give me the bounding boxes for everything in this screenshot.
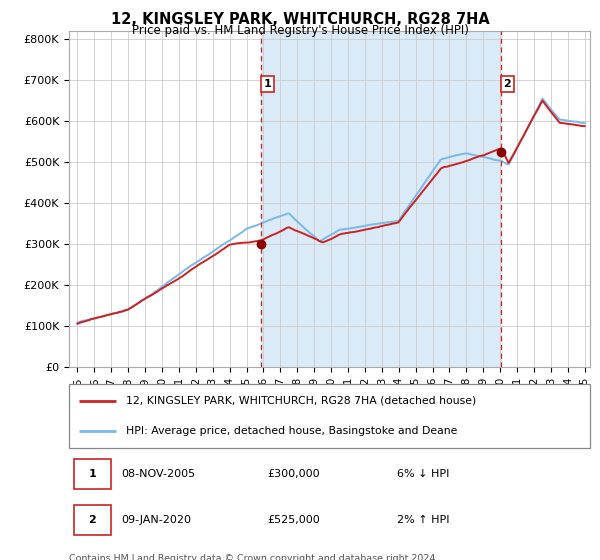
Text: HPI: Average price, detached house, Basingstoke and Deane: HPI: Average price, detached house, Basi… bbox=[126, 426, 458, 436]
Text: Contains HM Land Registry data © Crown copyright and database right 2024.
This d: Contains HM Land Registry data © Crown c… bbox=[69, 554, 439, 560]
Text: 1: 1 bbox=[89, 469, 97, 479]
Bar bbox=[261, 31, 501, 367]
Text: 1: 1 bbox=[263, 79, 271, 89]
FancyBboxPatch shape bbox=[74, 459, 110, 489]
Text: 2: 2 bbox=[503, 79, 511, 89]
Text: Price paid vs. HM Land Registry's House Price Index (HPI): Price paid vs. HM Land Registry's House … bbox=[131, 24, 469, 37]
Text: £300,000: £300,000 bbox=[267, 469, 320, 479]
Text: 09-JAN-2020: 09-JAN-2020 bbox=[121, 515, 191, 525]
Text: 6% ↓ HPI: 6% ↓ HPI bbox=[397, 469, 449, 479]
FancyBboxPatch shape bbox=[74, 505, 110, 535]
FancyBboxPatch shape bbox=[69, 384, 590, 448]
Text: 2% ↑ HPI: 2% ↑ HPI bbox=[397, 515, 449, 525]
Text: 08-NOV-2005: 08-NOV-2005 bbox=[121, 469, 195, 479]
Text: £525,000: £525,000 bbox=[267, 515, 320, 525]
Text: 12, KINGSLEY PARK, WHITCHURCH, RG28 7HA: 12, KINGSLEY PARK, WHITCHURCH, RG28 7HA bbox=[110, 12, 490, 27]
Text: 2: 2 bbox=[89, 515, 97, 525]
Text: 12, KINGSLEY PARK, WHITCHURCH, RG28 7HA (detached house): 12, KINGSLEY PARK, WHITCHURCH, RG28 7HA … bbox=[126, 396, 476, 406]
